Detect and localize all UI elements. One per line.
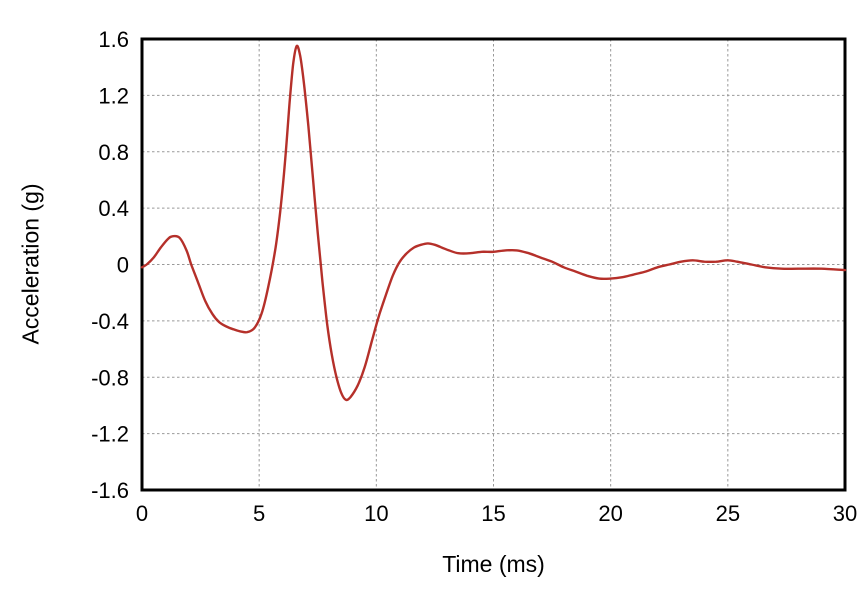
x-tick-label: 0 bbox=[136, 501, 148, 526]
y-tick-label: 0 bbox=[117, 253, 129, 278]
y-tick-label: 1.6 bbox=[98, 27, 129, 52]
x-tick-label: 15 bbox=[481, 501, 505, 526]
y-tick-label: 0.4 bbox=[98, 196, 129, 221]
x-tick-label: 10 bbox=[364, 501, 388, 526]
acceleration-line bbox=[140, 44, 847, 402]
x-tick-label: 20 bbox=[598, 501, 622, 526]
y-tick-label: 0.8 bbox=[98, 140, 129, 165]
y-tick-label: -1.6 bbox=[91, 478, 129, 503]
x-tick-label: 5 bbox=[253, 501, 265, 526]
y-axis-title: Acceleration (g) bbox=[17, 183, 44, 345]
x-axis-title: Time (ms) bbox=[442, 551, 545, 577]
x-tick-label: 30 bbox=[833, 501, 857, 526]
plot-frame bbox=[140, 37, 847, 492]
y-tick-label: -0.8 bbox=[91, 365, 129, 390]
x-tick-label: 25 bbox=[716, 501, 740, 526]
y-tick-label: -1.2 bbox=[91, 422, 129, 447]
y-tick-label: 1.2 bbox=[98, 83, 129, 108]
y-tick-label: -0.4 bbox=[91, 309, 129, 334]
